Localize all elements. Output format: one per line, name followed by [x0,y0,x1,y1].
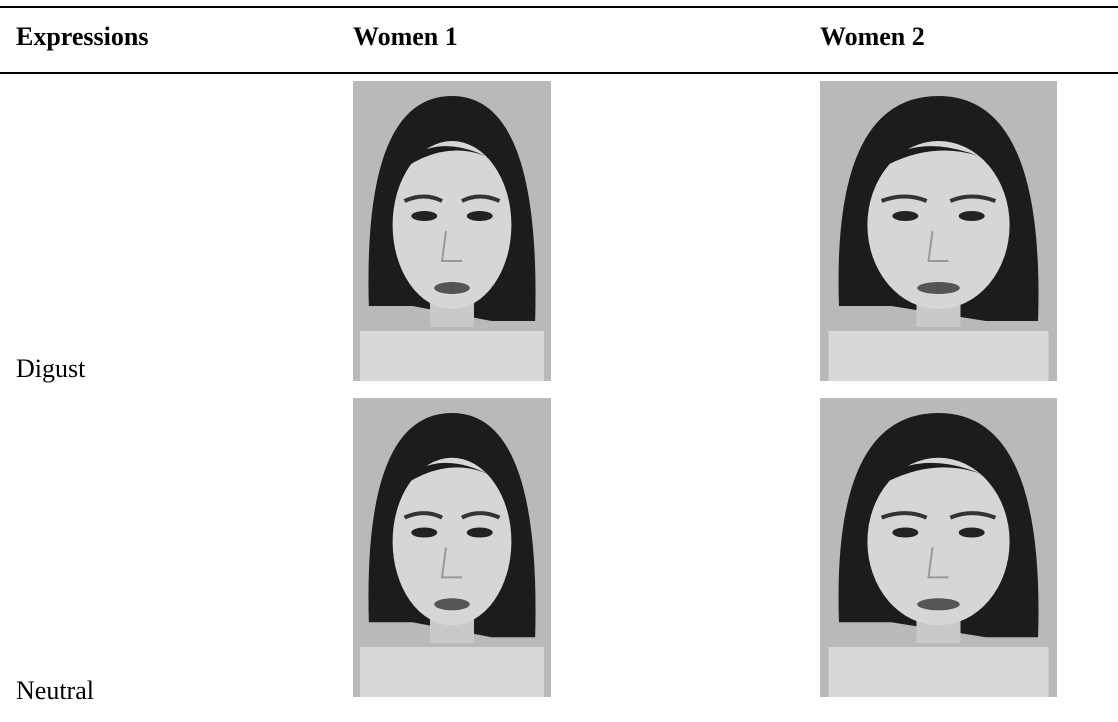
mouth [434,598,470,611]
mouth [434,282,470,294]
eye [958,211,985,221]
face-photo [353,81,551,381]
header-cell: Women 1 [353,22,458,51]
eyebrow [880,194,928,203]
fringe [388,146,512,180]
eye [892,527,919,538]
shirt [360,647,544,697]
eye [411,211,438,221]
eyebrow [403,511,443,520]
mouth [917,282,960,294]
mouth [917,598,960,611]
shirt [360,331,544,381]
nose [440,230,462,262]
header-cell: Women 2 [820,22,925,51]
fringe [862,146,1010,180]
top-rule [0,6,1118,8]
face [867,141,1010,309]
eyebrow [880,511,928,520]
face [867,457,1010,626]
eye [466,527,493,538]
eye [892,211,919,221]
row-label: Digust [16,354,86,383]
eyebrow [461,511,501,520]
nose [927,547,949,579]
fringe [862,462,1010,497]
eye [466,211,493,221]
eyebrow [460,194,501,203]
shirt [828,647,1049,697]
eye [958,527,985,538]
row-label: Neutral [16,676,94,705]
fringe [388,462,512,497]
nose [440,547,462,579]
face-photo [820,81,1057,381]
eye [411,527,438,538]
eyebrow [949,511,997,520]
nose [927,230,949,262]
shirt [828,331,1049,381]
face [392,141,512,309]
face-photo [820,398,1057,697]
face-photo [353,398,551,697]
face [392,457,512,626]
header-rule [0,72,1118,74]
header-cell: Expressions [16,22,149,51]
eyebrow [403,194,444,203]
eyebrow [949,194,997,203]
